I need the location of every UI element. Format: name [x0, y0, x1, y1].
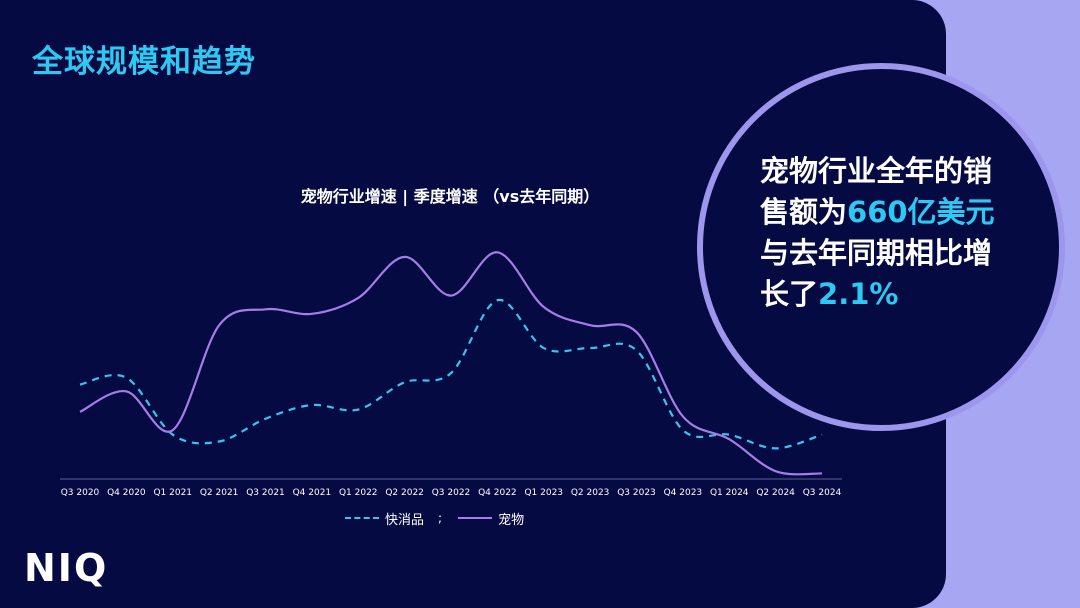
callout-circle	[697, 63, 1065, 431]
callout-line-2: 售额为660亿美元	[760, 192, 1030, 233]
x-tick-label: Q4 2021	[293, 488, 332, 498]
callout-growth-value: 2.1%	[818, 277, 899, 311]
legend-swatch-pet	[458, 517, 493, 519]
callout-sales-value: 660亿美元	[847, 195, 995, 229]
chart-x-tick-labels: Q3 2020 Q4 2020 Q1 2021 Q2 2021 Q3 2021 Q4 20…	[61, 488, 842, 498]
legend-label-fmcg: 快消品	[385, 512, 425, 528]
x-tick-label: Q1 2023	[524, 488, 563, 498]
line-chart: Q3 2020 Q4 2020 Q1 2021 Q2 2021 Q3 2021 Q4 20…	[60, 251, 842, 498]
x-tick-label: Q3 2021	[246, 488, 285, 498]
legend-label-pet: 宠物	[498, 512, 525, 528]
x-tick-label: Q1 2024	[710, 488, 749, 498]
x-tick-label: Q3 2022	[432, 488, 471, 498]
niq-logo: NIQ	[24, 546, 109, 590]
x-tick-label: Q2 2022	[385, 488, 424, 498]
x-tick-label: Q4 2020	[107, 488, 146, 498]
series-line-fmcg	[79, 299, 823, 450]
page-title: 全球规模和趋势	[32, 44, 256, 80]
x-tick-label: Q2 2023	[571, 488, 610, 498]
callout-line-4: 长了2.1%	[760, 274, 1030, 315]
chart-title: 宠物行业增速 | 季度增速 （vs去年同期）	[300, 187, 600, 206]
x-tick-label: Q3 2023	[617, 488, 656, 498]
series-line-pet	[79, 251, 823, 476]
callout-text: 宠物行业全年的销 售额为660亿美元 与去年同期相比增 长了2.1%	[760, 151, 1030, 315]
x-tick-label: Q1 2021	[153, 488, 192, 498]
callout-line-3: 与去年同期相比增	[760, 236, 993, 270]
callout-line-4-text: 长了	[760, 277, 819, 311]
x-tick-label: Q2 2021	[200, 488, 239, 498]
legend-swatch-fmcg	[345, 517, 379, 519]
x-tick-label: Q4 2022	[478, 488, 517, 498]
chart-series	[79, 251, 823, 476]
x-tick-label: Q3 2020	[61, 488, 100, 498]
callout-line-1: 宠物行业全年的销	[760, 154, 993, 188]
x-tick-label: Q3 2024	[803, 488, 842, 498]
x-tick-label: Q2 2024	[756, 488, 795, 498]
callout-line-2-text: 售额为	[760, 195, 848, 229]
x-tick-label: Q1 2022	[339, 488, 378, 498]
chart-legend: 快消品 ; 宠物	[345, 508, 524, 528]
legend-separator: ;	[438, 511, 443, 525]
x-tick-label: Q4 2023	[664, 488, 703, 498]
